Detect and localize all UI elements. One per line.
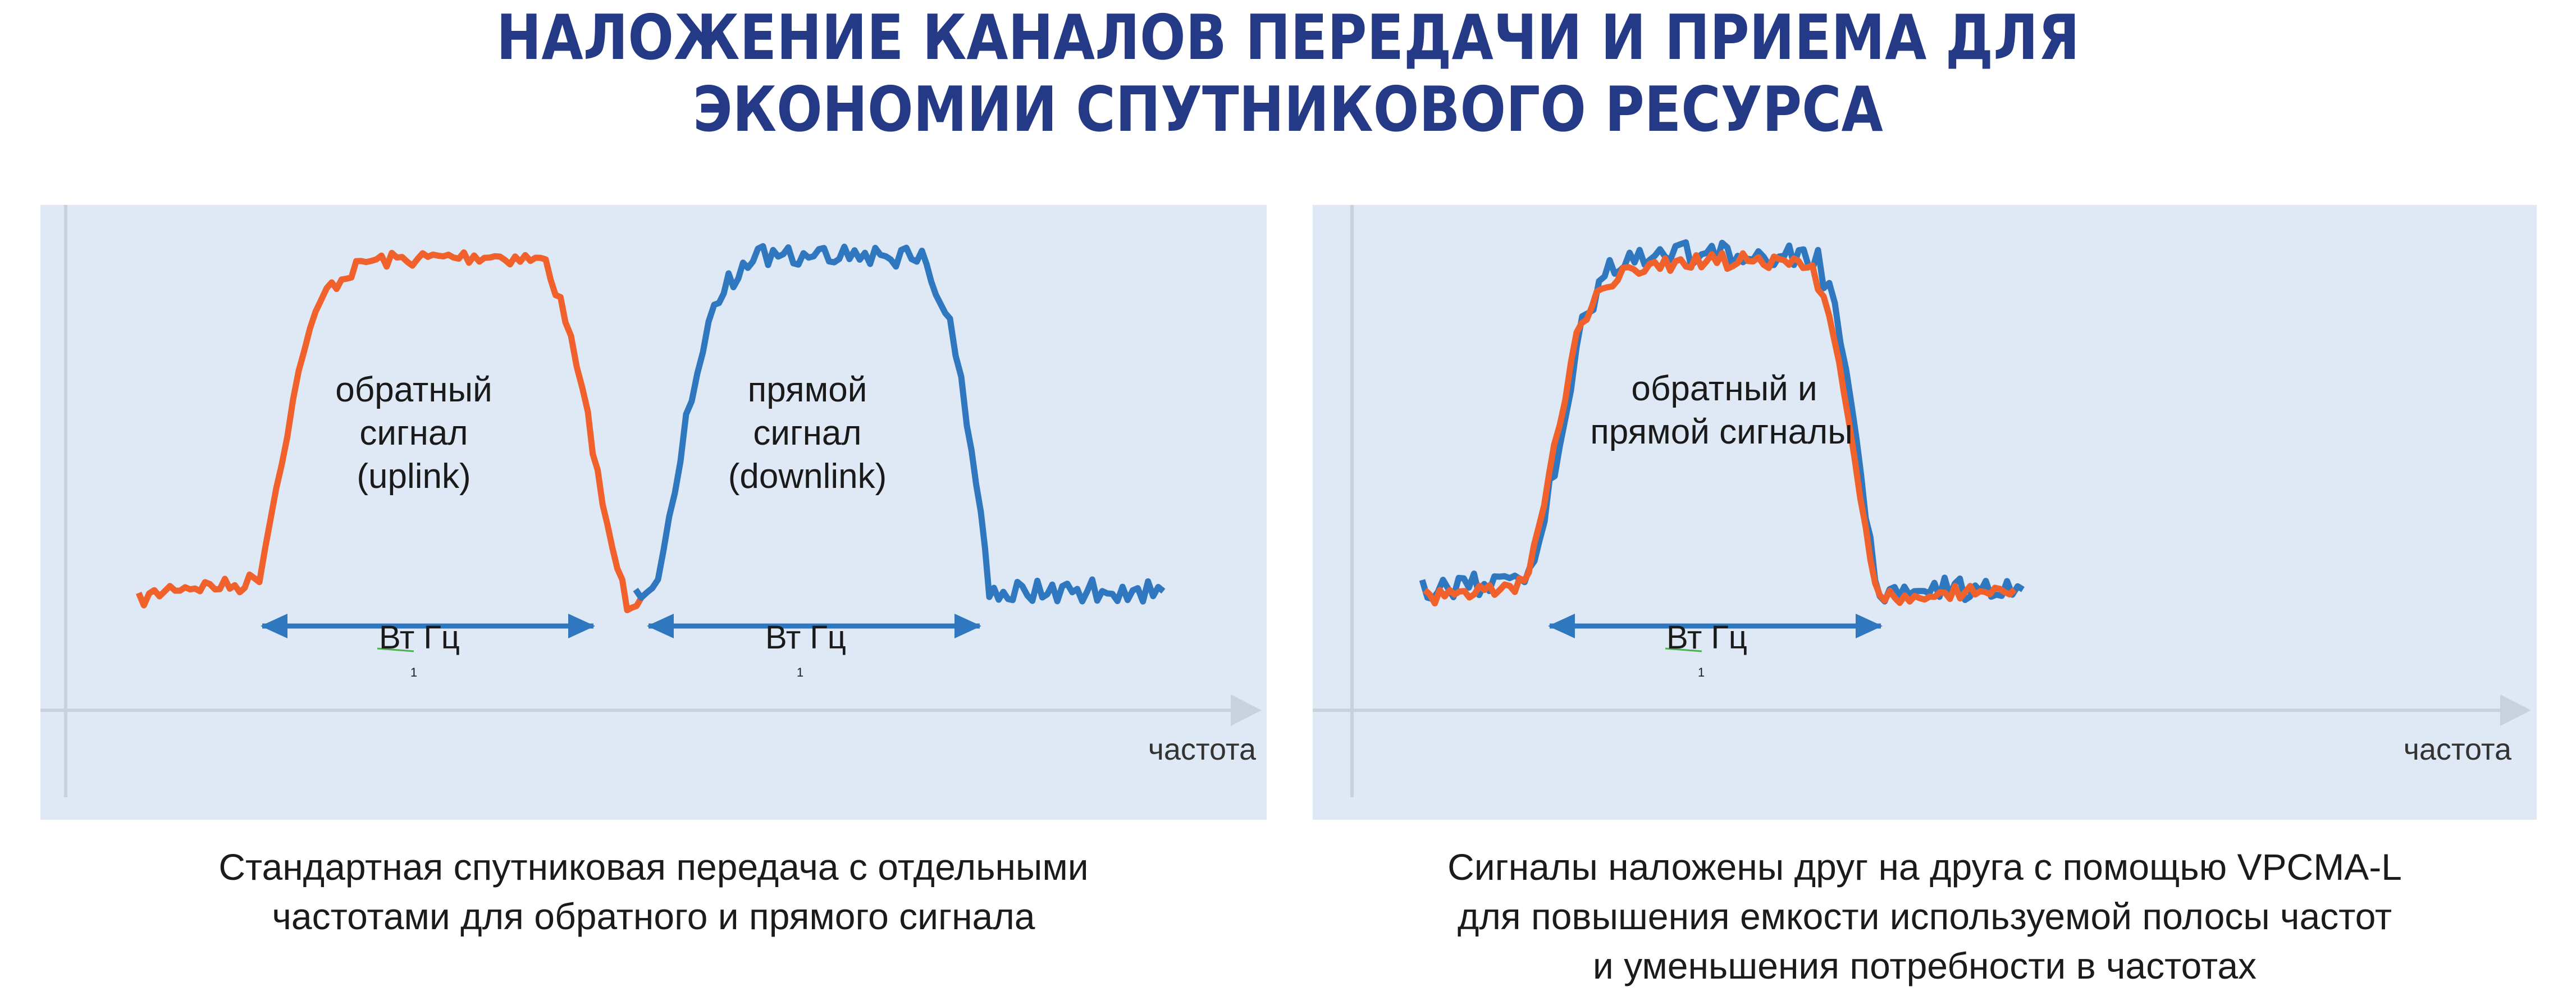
bandwidth-arrow-1 xyxy=(261,614,595,638)
bandwidth-subscript: 1 xyxy=(1698,665,1705,679)
x-axis-label: частота xyxy=(1148,733,1257,766)
left-diagram-panel: обратный сигнал (uplink) прямой сигнал (… xyxy=(40,205,1267,820)
uplink-label-line-3: (uplink) xyxy=(357,457,471,496)
green-mark xyxy=(1665,647,1702,652)
bandwidth-subscript-1: 1 xyxy=(410,665,417,679)
bandwidth-label-2: Вт Гц xyxy=(765,619,846,656)
x-axis-arrowhead xyxy=(1231,695,1262,726)
page-title-line-1: НАЛОЖЕНИЕ КАНАЛОВ ПЕРЕДАЧИ И ПРИЕМА ДЛЯ xyxy=(496,1,2080,74)
left-caption-line-2: частотами для обратного и прямого сигнал… xyxy=(272,896,1035,937)
bandwidth-subscript-2: 1 xyxy=(797,665,803,679)
downlink-label-line-1: прямой xyxy=(748,371,867,409)
left-diagram: обратный сигнал (uplink) прямой сигнал (… xyxy=(40,205,1262,797)
bandwidth-arrow xyxy=(1548,614,1883,638)
right-caption-line-2: для повышения емкости используемой полос… xyxy=(1457,896,2392,937)
downlink-signal-curve xyxy=(633,243,1166,605)
bandwidth-arrow-2 xyxy=(647,614,981,638)
left-caption: Стандартная спутниковая передача с отдел… xyxy=(40,842,1267,941)
x-axis-label: частота xyxy=(2404,733,2512,766)
uplink-signal-curve xyxy=(1423,250,2017,607)
x-axis-arrowhead xyxy=(2500,695,2531,726)
right-caption: Сигналы наложены друг на друга с помощью… xyxy=(1313,842,2537,990)
downlink-label-line-2: сигнал xyxy=(753,414,861,453)
uplink-signal-curve xyxy=(135,249,644,614)
left-caption-line-1: Стандартная спутниковая передача с отдел… xyxy=(218,846,1089,888)
downlink-label-line-3: (downlink) xyxy=(728,457,887,496)
right-diagram-panel: обратный и прямой сигналы Вт Гц 1 частот… xyxy=(1313,205,2537,820)
bandwidth-label: Вт Гц xyxy=(1666,619,1747,656)
green-mark xyxy=(377,647,414,652)
bandwidth-label-1: Вт Гц xyxy=(379,619,460,656)
overlap-label-line-2: прямой сигналы xyxy=(1590,413,1853,451)
right-diagram: обратный и прямой сигналы Вт Гц 1 частот… xyxy=(1313,205,2531,797)
overlap-label-line-1: обратный и xyxy=(1631,369,1817,408)
uplink-label-line-2: сигнал xyxy=(359,414,468,453)
right-caption-line-1: Сигналы наложены друг на друга с помощью… xyxy=(1447,846,2402,888)
uplink-label-line-1: обратный xyxy=(335,371,492,409)
page-title-line-2: ЭКОНОМИИ СПУТНИКОВОГО РЕСУРСА xyxy=(693,73,1883,146)
right-caption-line-3: и уменьшения потребности в частотах xyxy=(1592,945,2257,986)
